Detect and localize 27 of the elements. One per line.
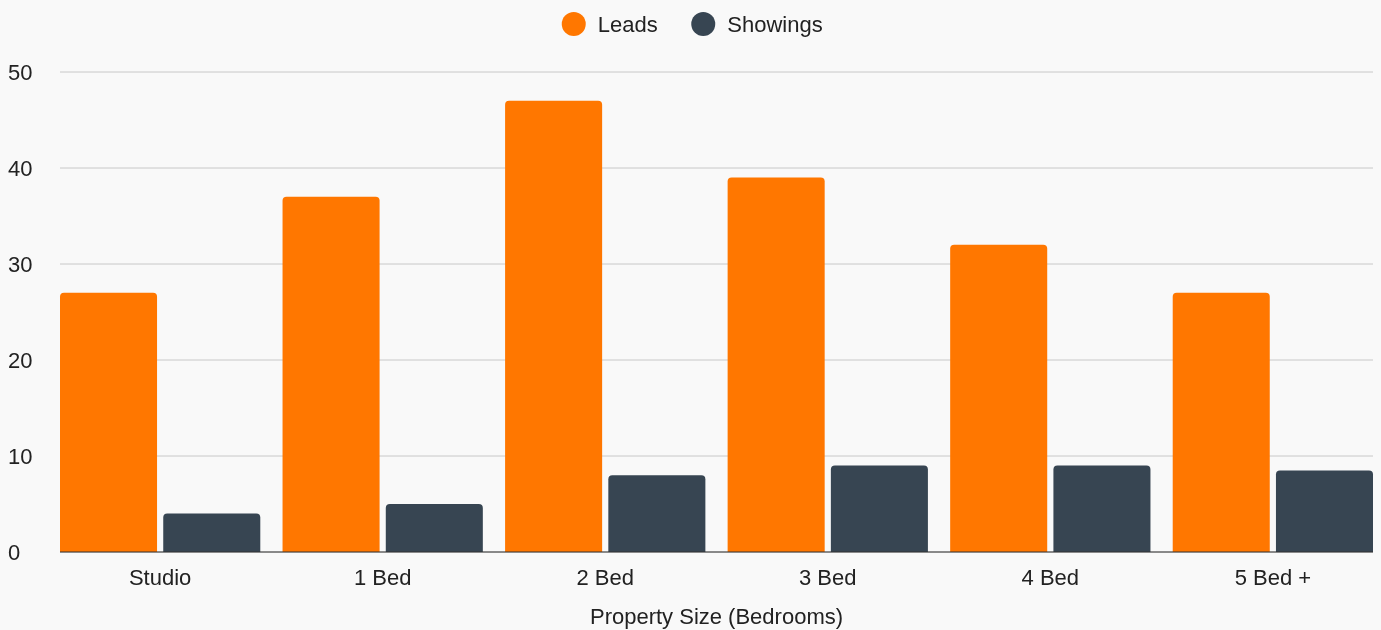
legend-label: Showings [727,11,823,37]
bar [60,292,158,552]
y-tick-label: 10 [8,443,33,469]
bar [1172,292,1270,552]
bar [1053,465,1151,552]
x-tick-label: Studio [128,565,192,590]
y-tick-label: 30 [8,251,33,277]
bar [505,100,603,552]
bar [1275,470,1373,552]
bar [282,196,380,552]
x-tick-label: 3 Bed [799,565,857,590]
bar [608,475,706,552]
bar [950,244,1048,552]
y-tick-label: 50 [8,59,33,85]
x-axis-title: Property Size (Bedrooms) [589,604,844,629]
x-tick-label: 4 Bed [1021,565,1080,590]
x-tick-label: 5 Bed + [1234,565,1312,590]
y-tick-label: 40 [8,155,33,181]
bar [830,465,928,552]
y-tick-label: 0 [8,539,21,565]
bar [727,177,825,552]
y-tick-label: 20 [8,347,33,373]
x-tick-label: 1 Bed [353,565,412,590]
bar [385,504,483,552]
legend-label: Leads [597,11,658,37]
bar [163,513,261,552]
x-tick-label: 2 Bed [576,565,634,590]
